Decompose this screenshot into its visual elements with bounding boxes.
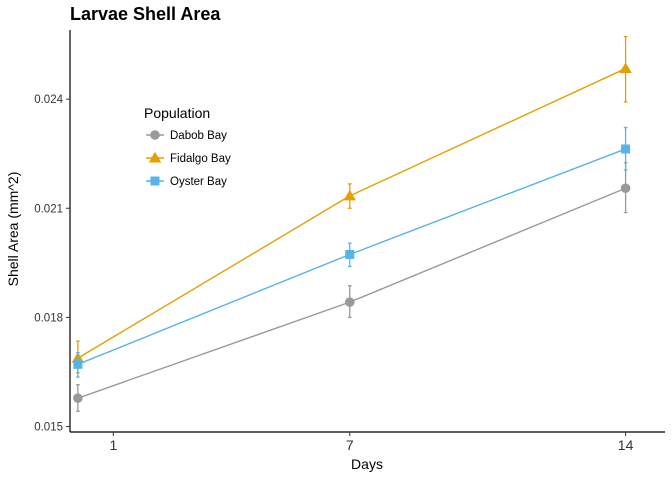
axes: 0.015 0.018 0.021 0.024 1 7 14 (34, 30, 665, 453)
y-axis-title: Shell Area (mm^2) (5, 172, 21, 287)
legend-item-fidalgo-bay: Fidalgo Bay (146, 151, 231, 165)
data-point (345, 249, 355, 259)
data-point (619, 62, 632, 74)
data-point (73, 393, 83, 403)
data-point (621, 144, 631, 154)
y-tick-label: 0.024 (34, 94, 63, 106)
x-tick-label: 14 (618, 437, 634, 453)
data-point (344, 297, 355, 307)
x-tick-label: 7 (346, 437, 354, 453)
legend-label: Oyster Bay (170, 176, 227, 188)
x-tick-label: 1 (109, 437, 117, 453)
data-point (620, 183, 631, 194)
legend-item-oyster-bay: Oyster Bay (146, 176, 227, 188)
y-tick-label: 0.021 (34, 203, 63, 215)
legend-key-marker (150, 176, 160, 186)
series-dabob-bay (73, 162, 631, 412)
legend-label: Fidalgo Bay (170, 153, 231, 165)
series-oyster-bay (73, 126, 631, 378)
legend-label: Dabob Bay (170, 130, 227, 142)
chart-title: Larvae Shell Area (70, 4, 221, 24)
data-point (73, 359, 83, 369)
y-tick-label: 0.018 (34, 312, 63, 324)
data-point (343, 189, 356, 201)
legend-key-marker (148, 151, 162, 163)
legend-item-dabob-bay: Dabob Bay (146, 130, 227, 142)
legend-key-marker (150, 130, 160, 140)
legend-title: Population (144, 105, 210, 121)
series-fidalgo-bay (71, 35, 632, 374)
series-line (77, 187, 626, 399)
legend: Population Dabob Bay Fidalgo Bay Oyster Ba… (144, 105, 231, 188)
x-axis-title: Days (351, 456, 383, 472)
plot-area (71, 35, 632, 412)
y-tick-label: 0.015 (34, 422, 63, 434)
